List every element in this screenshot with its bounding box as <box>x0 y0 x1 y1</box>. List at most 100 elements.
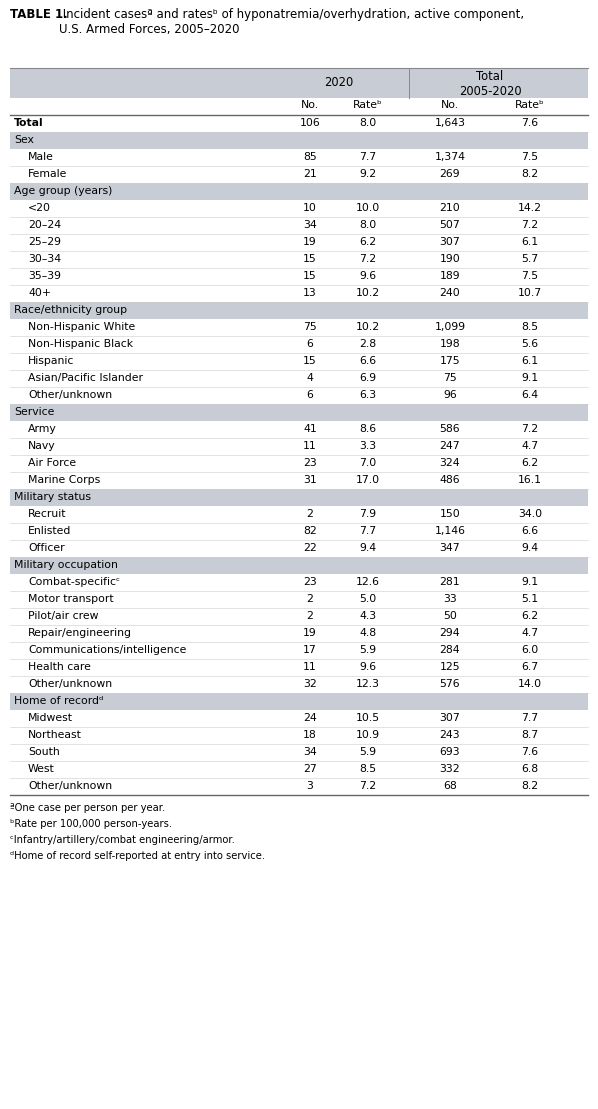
Text: ᵈHome of record self-reported at entry into service.: ᵈHome of record self-reported at entry i… <box>10 851 265 861</box>
Text: Officer: Officer <box>28 543 65 553</box>
Text: 27: 27 <box>303 764 317 774</box>
Text: Repair/engineering: Repair/engineering <box>28 628 132 638</box>
Text: 324: 324 <box>440 458 460 468</box>
Text: Other/unknown: Other/unknown <box>28 781 112 791</box>
Text: West: West <box>28 764 55 774</box>
Text: 307: 307 <box>440 237 460 247</box>
Text: 68: 68 <box>443 781 457 791</box>
Text: 10.2: 10.2 <box>356 322 380 332</box>
Text: 4: 4 <box>307 373 313 383</box>
Text: 8.5: 8.5 <box>521 322 539 332</box>
Text: 35–39: 35–39 <box>28 271 61 281</box>
Text: 5.1: 5.1 <box>521 594 539 604</box>
Text: 10.7: 10.7 <box>518 288 542 298</box>
Text: Service: Service <box>14 407 54 417</box>
Bar <box>10 183 588 200</box>
Text: 10.0: 10.0 <box>356 203 380 213</box>
Text: 6.9: 6.9 <box>359 373 377 383</box>
Text: TABLE 1.: TABLE 1. <box>10 8 68 21</box>
Text: 19: 19 <box>303 628 317 638</box>
Text: 6.3: 6.3 <box>359 390 377 400</box>
Text: 17.0: 17.0 <box>356 475 380 485</box>
Text: 6.1: 6.1 <box>521 237 539 247</box>
Text: 20–24: 20–24 <box>28 220 61 230</box>
Text: 19: 19 <box>303 237 317 247</box>
Text: Pilot/air crew: Pilot/air crew <box>28 611 99 621</box>
Text: Incident casesª and ratesᵇ of hyponatremia/overhydration, active component,
U.S.: Incident casesª and ratesᵇ of hyponatrem… <box>59 8 524 35</box>
Text: 175: 175 <box>440 356 460 366</box>
Text: 9.4: 9.4 <box>359 543 377 553</box>
Text: 8.2: 8.2 <box>521 781 539 791</box>
Text: Total: Total <box>14 118 44 128</box>
Bar <box>10 234 588 251</box>
Bar <box>10 625 588 642</box>
Text: 7.6: 7.6 <box>521 747 539 757</box>
Text: 6.6: 6.6 <box>359 356 377 366</box>
Text: 5.7: 5.7 <box>521 254 539 264</box>
Text: Air Force: Air Force <box>28 458 76 468</box>
Text: 9.6: 9.6 <box>359 271 377 281</box>
Text: ᶜInfantry/artillery/combat engineering/armor.: ᶜInfantry/artillery/combat engineering/a… <box>10 835 235 845</box>
Text: 9.1: 9.1 <box>521 373 539 383</box>
Text: Sex: Sex <box>14 135 34 145</box>
Text: 2.8: 2.8 <box>359 339 377 349</box>
Text: 10.2: 10.2 <box>356 288 380 298</box>
Text: 11: 11 <box>303 441 317 451</box>
Text: Northeast: Northeast <box>28 730 82 740</box>
Text: 7.7: 7.7 <box>359 152 377 162</box>
Text: 30–34: 30–34 <box>28 254 61 264</box>
Text: 2: 2 <box>307 611 313 621</box>
Text: 6.0: 6.0 <box>521 645 539 655</box>
Text: Non-Hispanic Black: Non-Hispanic Black <box>28 339 133 349</box>
Text: 4.8: 4.8 <box>359 628 377 638</box>
Text: 507: 507 <box>440 220 460 230</box>
Bar <box>10 268 588 285</box>
Bar <box>10 200 588 217</box>
Text: 14.0: 14.0 <box>518 679 542 689</box>
Text: 9.2: 9.2 <box>359 169 377 179</box>
Bar <box>10 557 588 574</box>
Text: Asian/Pacific Islander: Asian/Pacific Islander <box>28 373 143 383</box>
Bar <box>10 676 588 693</box>
Text: 12.3: 12.3 <box>356 679 380 689</box>
Bar <box>10 659 588 676</box>
Bar <box>10 710 588 728</box>
Text: 17: 17 <box>303 645 317 655</box>
Text: Military status: Military status <box>14 492 91 502</box>
Text: 13: 13 <box>303 288 317 298</box>
Text: Marine Corps: Marine Corps <box>28 475 100 485</box>
Bar <box>10 455 588 472</box>
Text: 15: 15 <box>303 356 317 366</box>
Bar <box>10 251 588 268</box>
Bar <box>10 728 588 744</box>
Text: Race/ethnicity group: Race/ethnicity group <box>14 305 127 315</box>
Text: 1,374: 1,374 <box>435 152 465 162</box>
Bar <box>10 540 588 557</box>
Text: 12.6: 12.6 <box>356 577 380 587</box>
Text: 7.6: 7.6 <box>521 118 539 128</box>
Text: 75: 75 <box>303 322 317 332</box>
Text: 8.7: 8.7 <box>521 730 539 740</box>
Bar <box>10 779 588 795</box>
Text: 10.9: 10.9 <box>356 730 380 740</box>
Text: Other/unknown: Other/unknown <box>28 390 112 400</box>
Text: 7.5: 7.5 <box>521 152 539 162</box>
Bar <box>10 506 588 523</box>
Text: 9.1: 9.1 <box>521 577 539 587</box>
Bar <box>10 421 588 438</box>
Text: Enlisted: Enlisted <box>28 526 71 536</box>
Text: 15: 15 <box>303 254 317 264</box>
Text: 5.9: 5.9 <box>359 645 377 655</box>
Text: 307: 307 <box>440 713 460 723</box>
Text: 332: 332 <box>440 764 460 774</box>
Text: Military occupation: Military occupation <box>14 560 118 570</box>
Text: Total
2005-2020: Total 2005-2020 <box>459 70 521 98</box>
Text: 7.2: 7.2 <box>521 424 539 434</box>
Text: Combat-specificᶜ: Combat-specificᶜ <box>28 577 120 587</box>
Bar <box>10 591 588 608</box>
Text: 6.8: 6.8 <box>521 764 539 774</box>
Text: 1,099: 1,099 <box>434 322 466 332</box>
Text: Recruit: Recruit <box>28 509 66 519</box>
Text: 34: 34 <box>303 747 317 757</box>
Text: Army: Army <box>28 424 57 434</box>
